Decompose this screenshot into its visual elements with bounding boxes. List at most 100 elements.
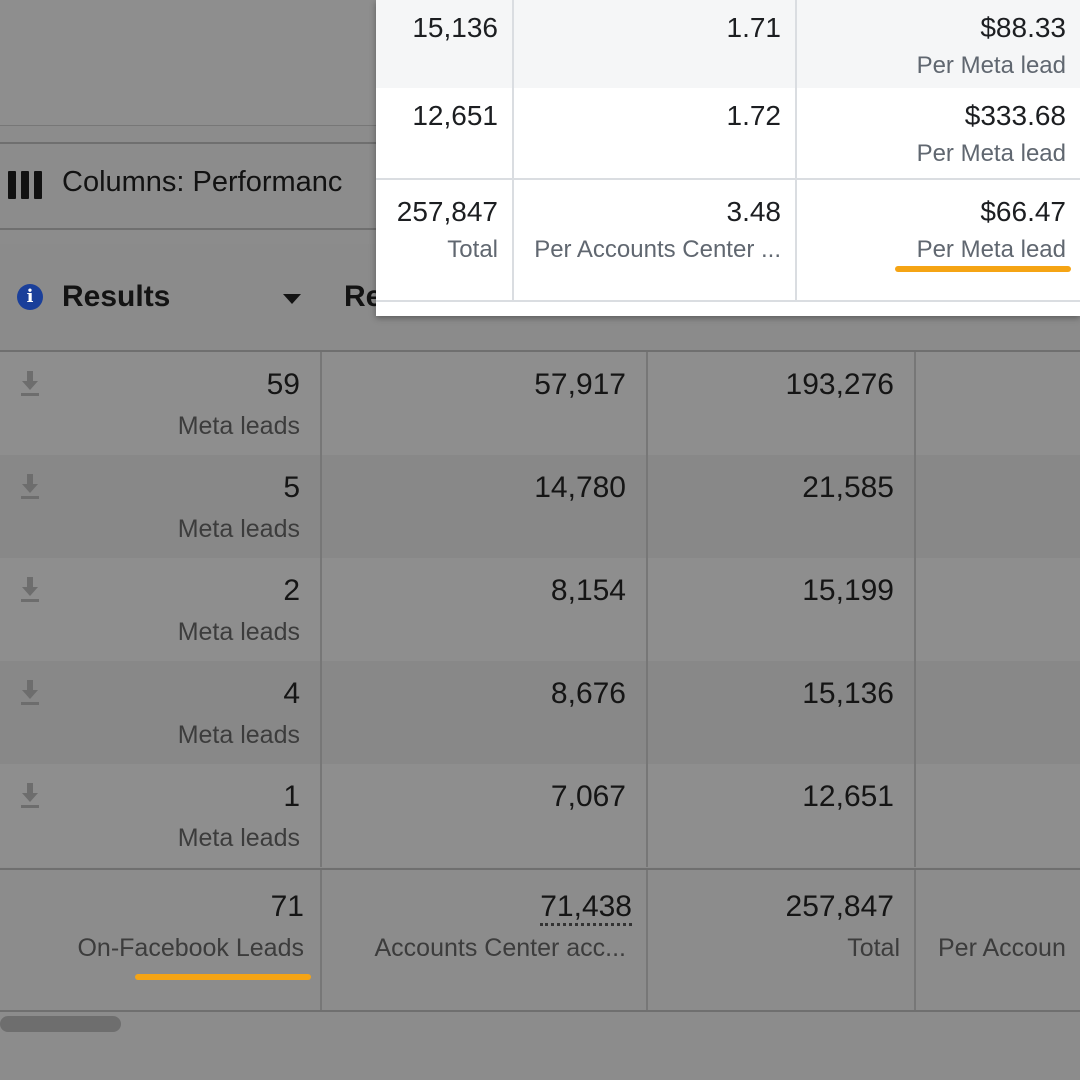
- column-2-cell: 8,676: [320, 661, 648, 764]
- download-icon[interactable]: [19, 574, 41, 604]
- column-3-value: 21,585: [802, 471, 894, 504]
- column-3-cell: 12,651: [646, 764, 916, 867]
- panel-cell-a: 12,651: [376, 88, 514, 178]
- results-unit: Meta leads: [177, 618, 300, 646]
- totals-column-2-number[interactable]: 71,438: [540, 890, 632, 926]
- column-3-value: 193,276: [785, 368, 894, 401]
- column-4-cell: [914, 352, 1080, 455]
- header-results[interactable]: i Results: [0, 244, 322, 352]
- download-icon[interactable]: [19, 368, 41, 398]
- panel-unit-c: Per Meta lead: [916, 236, 1066, 263]
- totals-column-2-value[interactable]: 71,438: [540, 890, 632, 926]
- totals-column-3-value: 257,847: [785, 890, 894, 923]
- panel-value-c: $88.33: [980, 12, 1066, 43]
- results-cell: 2 Meta leads: [0, 558, 322, 661]
- panel-cell-c: $333.68 Per Meta lead: [795, 88, 1080, 178]
- table-row[interactable]: 2 Meta leads 8,154 15,199: [0, 558, 1080, 661]
- table-row[interactable]: 5 Meta leads 14,780 21,585: [0, 455, 1080, 558]
- panel-value-b: 1.72: [726, 100, 782, 131]
- totals-results-cell: 71 On-Facebook Leads: [0, 870, 322, 1010]
- column-2-value: 8,676: [550, 677, 626, 710]
- header-results-label[interactable]: Results: [62, 280, 171, 313]
- column-4-cell: [914, 558, 1080, 661]
- results-unit: Meta leads: [177, 721, 300, 749]
- panel-value-c: $66.47: [980, 196, 1066, 227]
- download-icon[interactable]: [19, 677, 41, 707]
- table-row[interactable]: 1 Meta leads 7,067 12,651: [0, 764, 1080, 867]
- totals-column-3-label: Total: [847, 934, 900, 962]
- panel-value-a: 257,847: [396, 196, 498, 227]
- header-column-2-label[interactable]: Re: [344, 280, 383, 313]
- table-row[interactable]: 12,651 1.72 $333.68 Per Meta lead: [376, 88, 1080, 180]
- totals-row: 71 On-Facebook Leads 71,438 Accounts Cen…: [0, 868, 1080, 1012]
- panel-cell-b: 1.71: [512, 0, 797, 88]
- panel-value-a: 15,136: [412, 12, 498, 43]
- column-2-cell: 8,154: [320, 558, 648, 661]
- results-unit: Meta leads: [177, 824, 300, 852]
- results-unit: Meta leads: [177, 515, 300, 543]
- results-cell: 1 Meta leads: [0, 764, 322, 867]
- table-row[interactable]: 4 Meta leads 8,676 15,136: [0, 661, 1080, 764]
- panel-cell-c: $66.47 Per Meta lead: [795, 180, 1080, 300]
- totals-column-2-label: Accounts Center acc...: [374, 934, 626, 962]
- column-3-value: 15,199: [802, 574, 894, 607]
- columns-icon: [8, 171, 44, 199]
- panel-unit-a: Total: [447, 236, 498, 263]
- column-2-cell: 57,917: [320, 352, 648, 455]
- panel-value-b: 3.48: [726, 196, 782, 227]
- panel-value-a: 12,651: [412, 100, 498, 131]
- panel-cell-a: 257,847 Total: [376, 180, 514, 300]
- results-value: 5: [283, 471, 300, 504]
- panel-cell-a: 15,136: [376, 0, 514, 88]
- table-row[interactable]: 15,136 1.71 $88.33 Per Meta lead: [376, 0, 1080, 88]
- panel-unit-c: Per Meta lead: [916, 52, 1066, 79]
- results-value: 2: [283, 574, 300, 607]
- column-3-cell: 15,199: [646, 558, 916, 661]
- totals-column-4-label: Per Accoun: [938, 934, 1066, 962]
- results-cell: 59 Meta leads: [0, 352, 322, 455]
- results-value: 1: [283, 780, 300, 813]
- column-4-cell: [914, 764, 1080, 867]
- table-row[interactable]: 59 Meta leads 57,917 193,276: [0, 352, 1080, 455]
- totals-results-value: 71: [270, 890, 304, 923]
- results-value: 59: [266, 368, 300, 401]
- totals-column-4-cell: Per Accoun: [914, 870, 1080, 1010]
- panel-cell-b: 3.48 Per Accounts Center ...: [512, 180, 797, 300]
- column-2-cell: 14,780: [320, 455, 648, 558]
- column-3-value: 12,651: [802, 780, 894, 813]
- panel-unit-b: Per Accounts Center ...: [534, 236, 781, 263]
- highlight-underline: [135, 974, 311, 980]
- highlight-underline: [895, 266, 1071, 272]
- column-4-cell: [914, 661, 1080, 764]
- panel-value-c: $333.68: [964, 100, 1066, 131]
- column-2-value: 14,780: [534, 471, 626, 504]
- columns-toolbar[interactable]: Columns: Performanc: [0, 142, 378, 230]
- results-cell: 4 Meta leads: [0, 661, 322, 764]
- columns-selector-label[interactable]: Columns: Performanc: [62, 166, 343, 198]
- panel-cell-c: $88.33 Per Meta lead: [795, 0, 1080, 88]
- totals-row: 257,847 Total 3.48 Per Accounts Center .…: [376, 180, 1080, 302]
- zoomed-table-panel: 15,136 1.71 $88.33 Per Meta lead 12,651 …: [376, 0, 1080, 316]
- results-value: 4: [283, 677, 300, 710]
- totals-results-label: On-Facebook Leads: [77, 934, 304, 962]
- column-3-cell: 21,585: [646, 455, 916, 558]
- panel-value-b: 1.71: [726, 12, 782, 43]
- column-2-value: 7,067: [550, 780, 626, 813]
- column-2-value: 8,154: [550, 574, 626, 607]
- download-icon[interactable]: [19, 471, 41, 501]
- panel-unit-c: Per Meta lead: [916, 140, 1066, 167]
- download-icon[interactable]: [19, 780, 41, 810]
- horizontal-scrollbar[interactable]: [0, 1016, 121, 1032]
- column-2-cell: 7,067: [320, 764, 648, 867]
- sort-caret-icon[interactable]: [283, 294, 301, 304]
- results-unit: Meta leads: [177, 412, 300, 440]
- totals-column-2-cell: 71,438 Accounts Center acc...: [320, 870, 648, 1010]
- column-3-value: 15,136: [802, 677, 894, 710]
- column-3-cell: 15,136: [646, 661, 916, 764]
- panel-cell-b: 1.72: [512, 88, 797, 178]
- column-3-cell: 193,276: [646, 352, 916, 455]
- column-4-cell: [914, 455, 1080, 558]
- info-icon[interactable]: i: [17, 284, 43, 310]
- results-cell: 5 Meta leads: [0, 455, 322, 558]
- column-2-value: 57,917: [534, 368, 626, 401]
